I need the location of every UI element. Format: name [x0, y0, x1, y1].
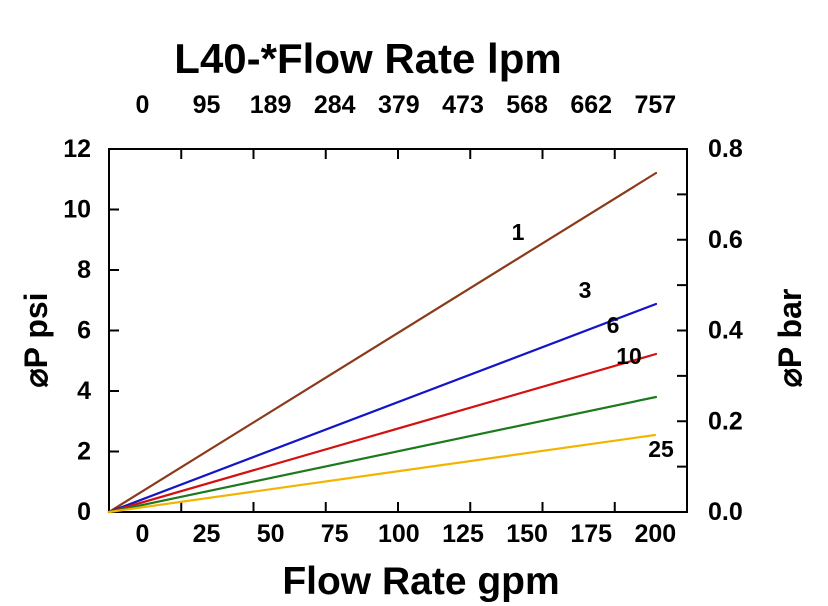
svg-text:473: 473 — [442, 91, 484, 119]
svg-text:L40-*Flow Rate lpm: L40-*Flow Rate lpm — [174, 35, 561, 82]
svg-text:4: 4 — [77, 377, 91, 405]
svg-text:0.0: 0.0 — [708, 498, 743, 526]
svg-text:100: 100 — [378, 520, 420, 548]
svg-text:6: 6 — [607, 312, 620, 338]
svg-text:125: 125 — [442, 520, 484, 548]
svg-text:1: 1 — [512, 219, 525, 245]
svg-text:0.8: 0.8 — [708, 135, 743, 163]
svg-text:⌀P psi: ⌀P psi — [18, 292, 54, 387]
svg-text:379: 379 — [378, 91, 420, 119]
svg-text:6: 6 — [77, 317, 91, 345]
svg-text:75: 75 — [321, 520, 349, 548]
svg-text:0: 0 — [135, 520, 149, 548]
svg-text:757: 757 — [634, 91, 676, 119]
svg-text:0.6: 0.6 — [708, 226, 743, 254]
svg-text:0: 0 — [77, 498, 91, 526]
svg-text:25: 25 — [648, 436, 674, 462]
svg-text:50: 50 — [257, 520, 285, 548]
svg-text:⌀P bar: ⌀P bar — [772, 289, 808, 388]
svg-text:568: 568 — [506, 91, 548, 119]
svg-text:2: 2 — [77, 438, 91, 466]
svg-text:284: 284 — [314, 91, 356, 119]
svg-text:0.2: 0.2 — [708, 407, 743, 435]
svg-text:0.4: 0.4 — [708, 317, 743, 345]
svg-text:10: 10 — [616, 343, 642, 369]
svg-text:10: 10 — [63, 196, 91, 224]
svg-text:0: 0 — [135, 91, 149, 119]
svg-text:8: 8 — [77, 256, 91, 284]
svg-text:Flow Rate gpm: Flow Rate gpm — [282, 560, 559, 603]
svg-text:200: 200 — [634, 520, 676, 548]
svg-text:150: 150 — [506, 520, 548, 548]
svg-text:95: 95 — [193, 91, 221, 119]
svg-text:189: 189 — [250, 91, 292, 119]
svg-text:662: 662 — [570, 91, 612, 119]
svg-text:175: 175 — [570, 520, 612, 548]
svg-text:25: 25 — [193, 520, 221, 548]
svg-text:3: 3 — [579, 277, 592, 303]
svg-text:12: 12 — [63, 135, 91, 163]
